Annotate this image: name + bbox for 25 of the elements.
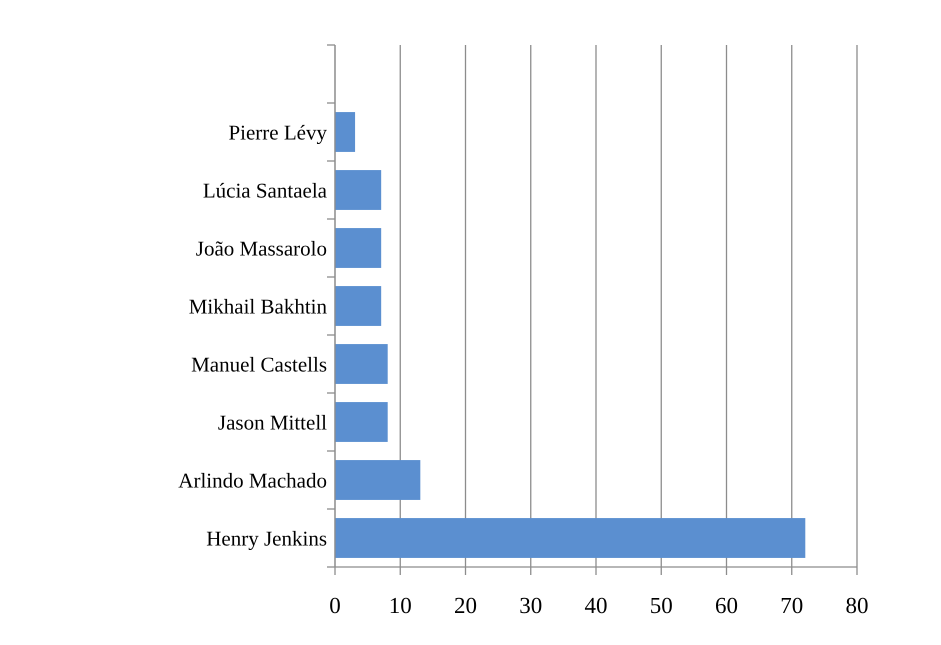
y-tick-label: Arlindo Machado	[178, 468, 327, 492]
bar	[334, 518, 806, 558]
x-tick-label: 40	[584, 593, 608, 618]
x-tick-label: 50	[650, 593, 673, 618]
y-tick-label: Mikhail Bakhtin	[188, 294, 328, 318]
y-tick-label: João Massarolo	[196, 236, 327, 260]
bar	[334, 170, 382, 210]
x-tick-label: 30	[519, 593, 542, 618]
bar	[334, 460, 420, 500]
x-tick-label: 60	[715, 593, 738, 618]
x-tick-label: 70	[780, 593, 804, 618]
y-tick-label: Jason Mittell	[218, 410, 328, 434]
x-tick-label: 0	[329, 593, 341, 618]
bar	[334, 228, 382, 268]
bar	[334, 286, 382, 326]
bar	[334, 112, 356, 152]
y-tick-label: Henry Jenkins	[206, 526, 327, 550]
x-tick-label: 10	[388, 593, 412, 618]
x-tick-label: 20	[454, 593, 477, 618]
bar	[334, 402, 388, 442]
x-tick-label: 80	[846, 593, 868, 618]
y-tick-label: Manuel Castells	[191, 352, 327, 376]
y-tick-label: Pierre Lévy	[228, 120, 328, 144]
bar	[334, 344, 388, 384]
y-tick-label: Lúcia Santaela	[202, 178, 328, 202]
